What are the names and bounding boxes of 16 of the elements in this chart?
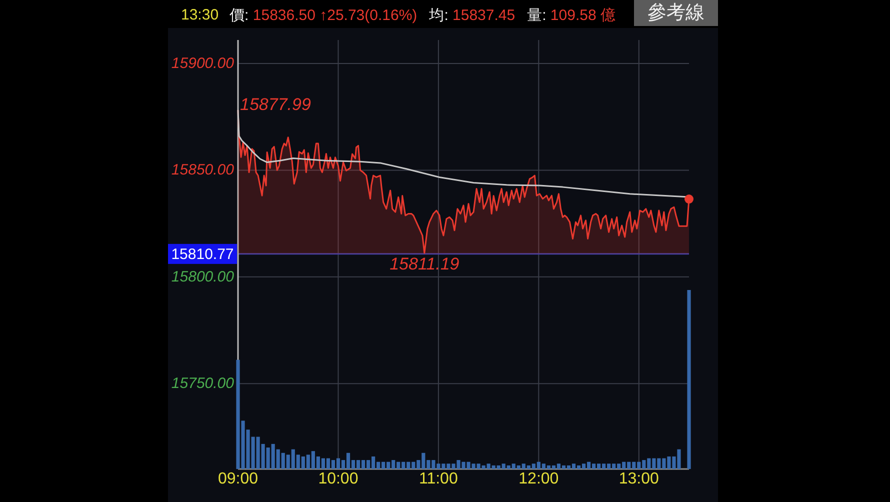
x-tick-label: 11:00 [419, 470, 458, 488]
text: 價: 15836.50 ↑25.73(0.16%) [230, 6, 418, 24]
y-tick-label: 15900.00 [171, 54, 235, 72]
text: 均: 15837.45 [428, 6, 516, 24]
text: 參考線 [648, 2, 704, 24]
x-tick-label: 10:00 [318, 470, 358, 488]
chart-title: 13:30 [181, 6, 219, 24]
text: 量: 109.58 億 [527, 6, 616, 24]
annotation: 15811.19 [390, 254, 460, 274]
annotation: 15877.99 [240, 94, 312, 114]
y-tick-label: 15800.00 [171, 268, 235, 286]
y-tick-label: 15850.00 [171, 162, 235, 179]
y-tick-label: 15750.00 [171, 375, 235, 392]
x-tick-label: 12:00 [518, 470, 559, 488]
x-tick-label: 13:00 [618, 470, 660, 488]
x-tick-label: 09:00 [218, 470, 258, 488]
